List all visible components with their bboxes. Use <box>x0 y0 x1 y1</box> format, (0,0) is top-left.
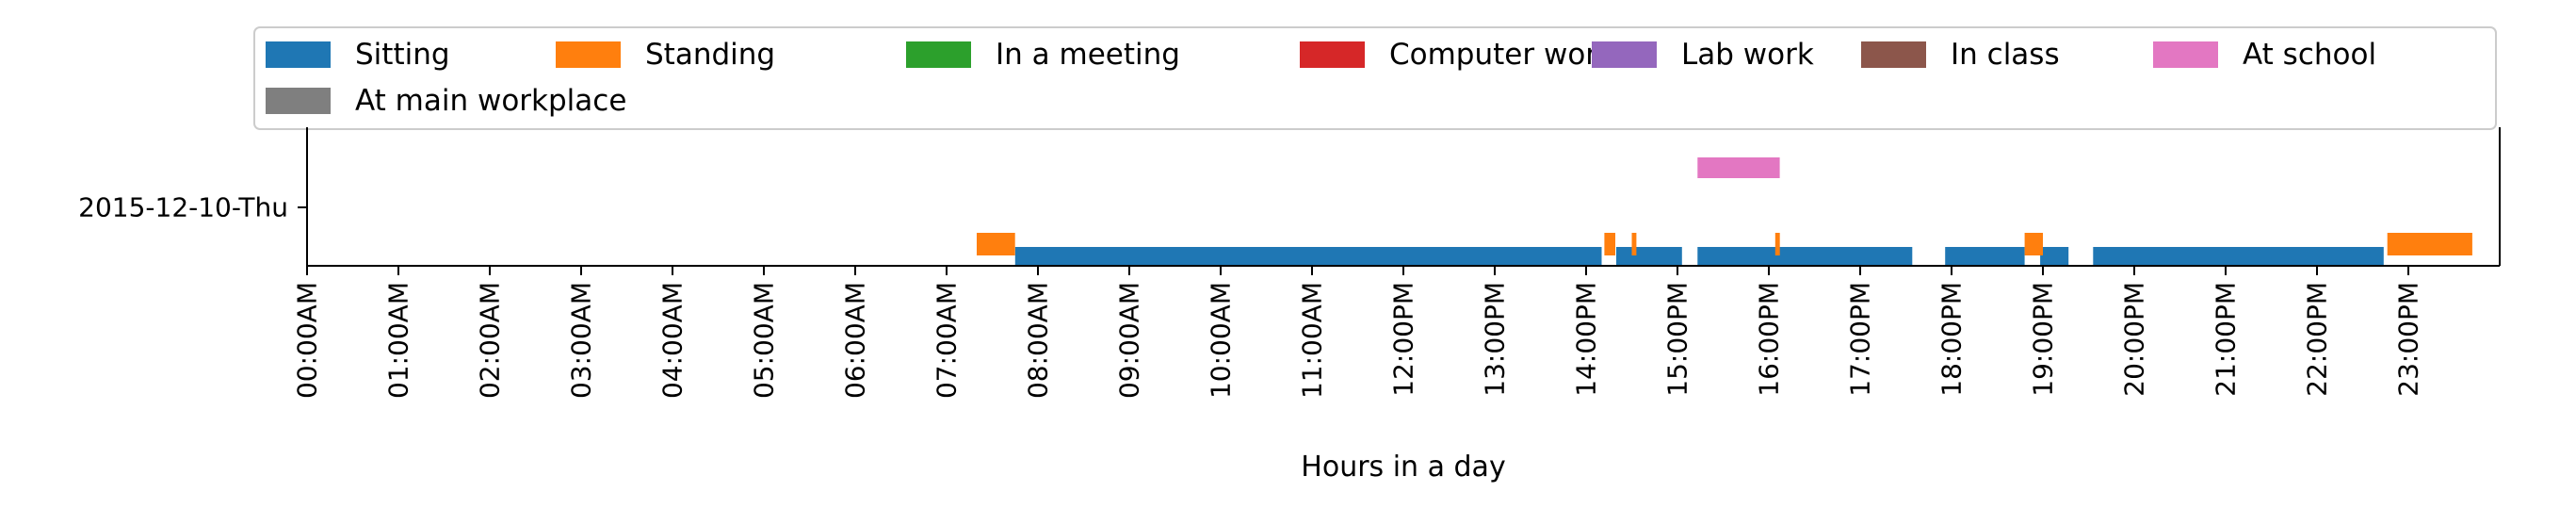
bar-standing-1 <box>1604 233 1615 255</box>
x-tick-label: 23:00PM <box>2393 282 2424 397</box>
legend-swatch-in-a-meeting <box>906 41 971 68</box>
bar-sitting-4 <box>2040 247 2069 265</box>
x-tick-label: 15:00PM <box>1662 282 1693 397</box>
legend-label-computer-work: Computer work <box>1389 38 1614 72</box>
legend-swatch-computer-work <box>1300 41 1365 68</box>
x-tick-label: 00:00AM <box>292 282 323 399</box>
bar-sitting-2 <box>1697 247 1913 265</box>
x-tick-label: 02:00AM <box>475 282 506 399</box>
x-tick-label: 21:00PM <box>2211 282 2242 397</box>
legend-label-in-class: In class <box>1951 38 2060 72</box>
y-tick-label: 2015-12-10-Thu <box>78 192 288 223</box>
legend-label-standing: Standing <box>645 38 775 72</box>
x-tick-label: 06:00AM <box>840 282 871 399</box>
legend-swatch-sitting <box>266 41 331 68</box>
x-tick-label: 05:00AM <box>749 282 780 399</box>
plot-area <box>977 157 2472 265</box>
legend-label-at-main-workplace: At main workplace <box>355 84 626 118</box>
legend-swatch-standing <box>556 41 621 68</box>
bar-sitting-1 <box>1616 247 1682 265</box>
x-tick-label: 08:00AM <box>1023 282 1054 399</box>
legend: Sitting Standing In a meeting Computer work… <box>253 26 2497 130</box>
axes: 00:00AM 01:00AM 02:00AM 03:00AM 04:00AM 05:00… <box>78 127 2501 399</box>
x-tick-label: 12:00PM <box>1388 282 1419 397</box>
x-tick-label: 13:00PM <box>1480 282 1511 397</box>
x-axis-label: Hours in a day <box>1301 451 1505 484</box>
bar-standing-5 <box>2387 233 2472 255</box>
bar-standing-2 <box>1631 233 1637 255</box>
x-tick-label: 09:00AM <box>1114 282 1145 399</box>
x-tick-label: 18:00PM <box>1936 282 1968 397</box>
legend-frame <box>253 26 2497 130</box>
legend-swatch-at-main-workplace <box>266 88 331 114</box>
legend-label-sitting: Sitting <box>355 38 450 72</box>
legend-swatch-lab-work <box>1592 41 1657 68</box>
bar-standing-4 <box>2024 233 2043 255</box>
x-tick-label: 16:00PM <box>1754 282 1785 397</box>
x-tick-label: 22:00PM <box>2302 282 2333 397</box>
legend-label-in-a-meeting: In a meeting <box>996 38 1180 72</box>
x-tick-label: 17:00PM <box>1845 282 1876 397</box>
x-tick-label: 07:00AM <box>932 282 963 399</box>
bar-sitting-0 <box>1014 247 1602 265</box>
bar-at-school-0 <box>1697 157 1780 178</box>
x-tick-label: 11:00AM <box>1297 282 1328 399</box>
x-tick-label: 19:00PM <box>2028 282 2059 397</box>
x-tick-label: 14:00PM <box>1571 282 1602 397</box>
legend-label-lab-work: Lab work <box>1681 38 1814 72</box>
x-tick-label: 10:00AM <box>1206 282 1237 399</box>
x-tick-label: 20:00PM <box>2119 282 2150 397</box>
legend-swatch-in-class <box>1861 41 1926 68</box>
bar-sitting-5 <box>2093 247 2384 265</box>
legend-label-at-school: At school <box>2243 38 2376 72</box>
x-tick-label: 03:00AM <box>566 282 597 399</box>
bar-sitting-3 <box>1945 247 2025 265</box>
x-tick-label: 04:00AM <box>657 282 689 399</box>
legend-swatch-at-school <box>2153 41 2218 68</box>
bar-standing-0 <box>977 233 1015 255</box>
x-tick-label: 01:00AM <box>383 282 414 399</box>
bar-standing-3 <box>1774 233 1780 255</box>
